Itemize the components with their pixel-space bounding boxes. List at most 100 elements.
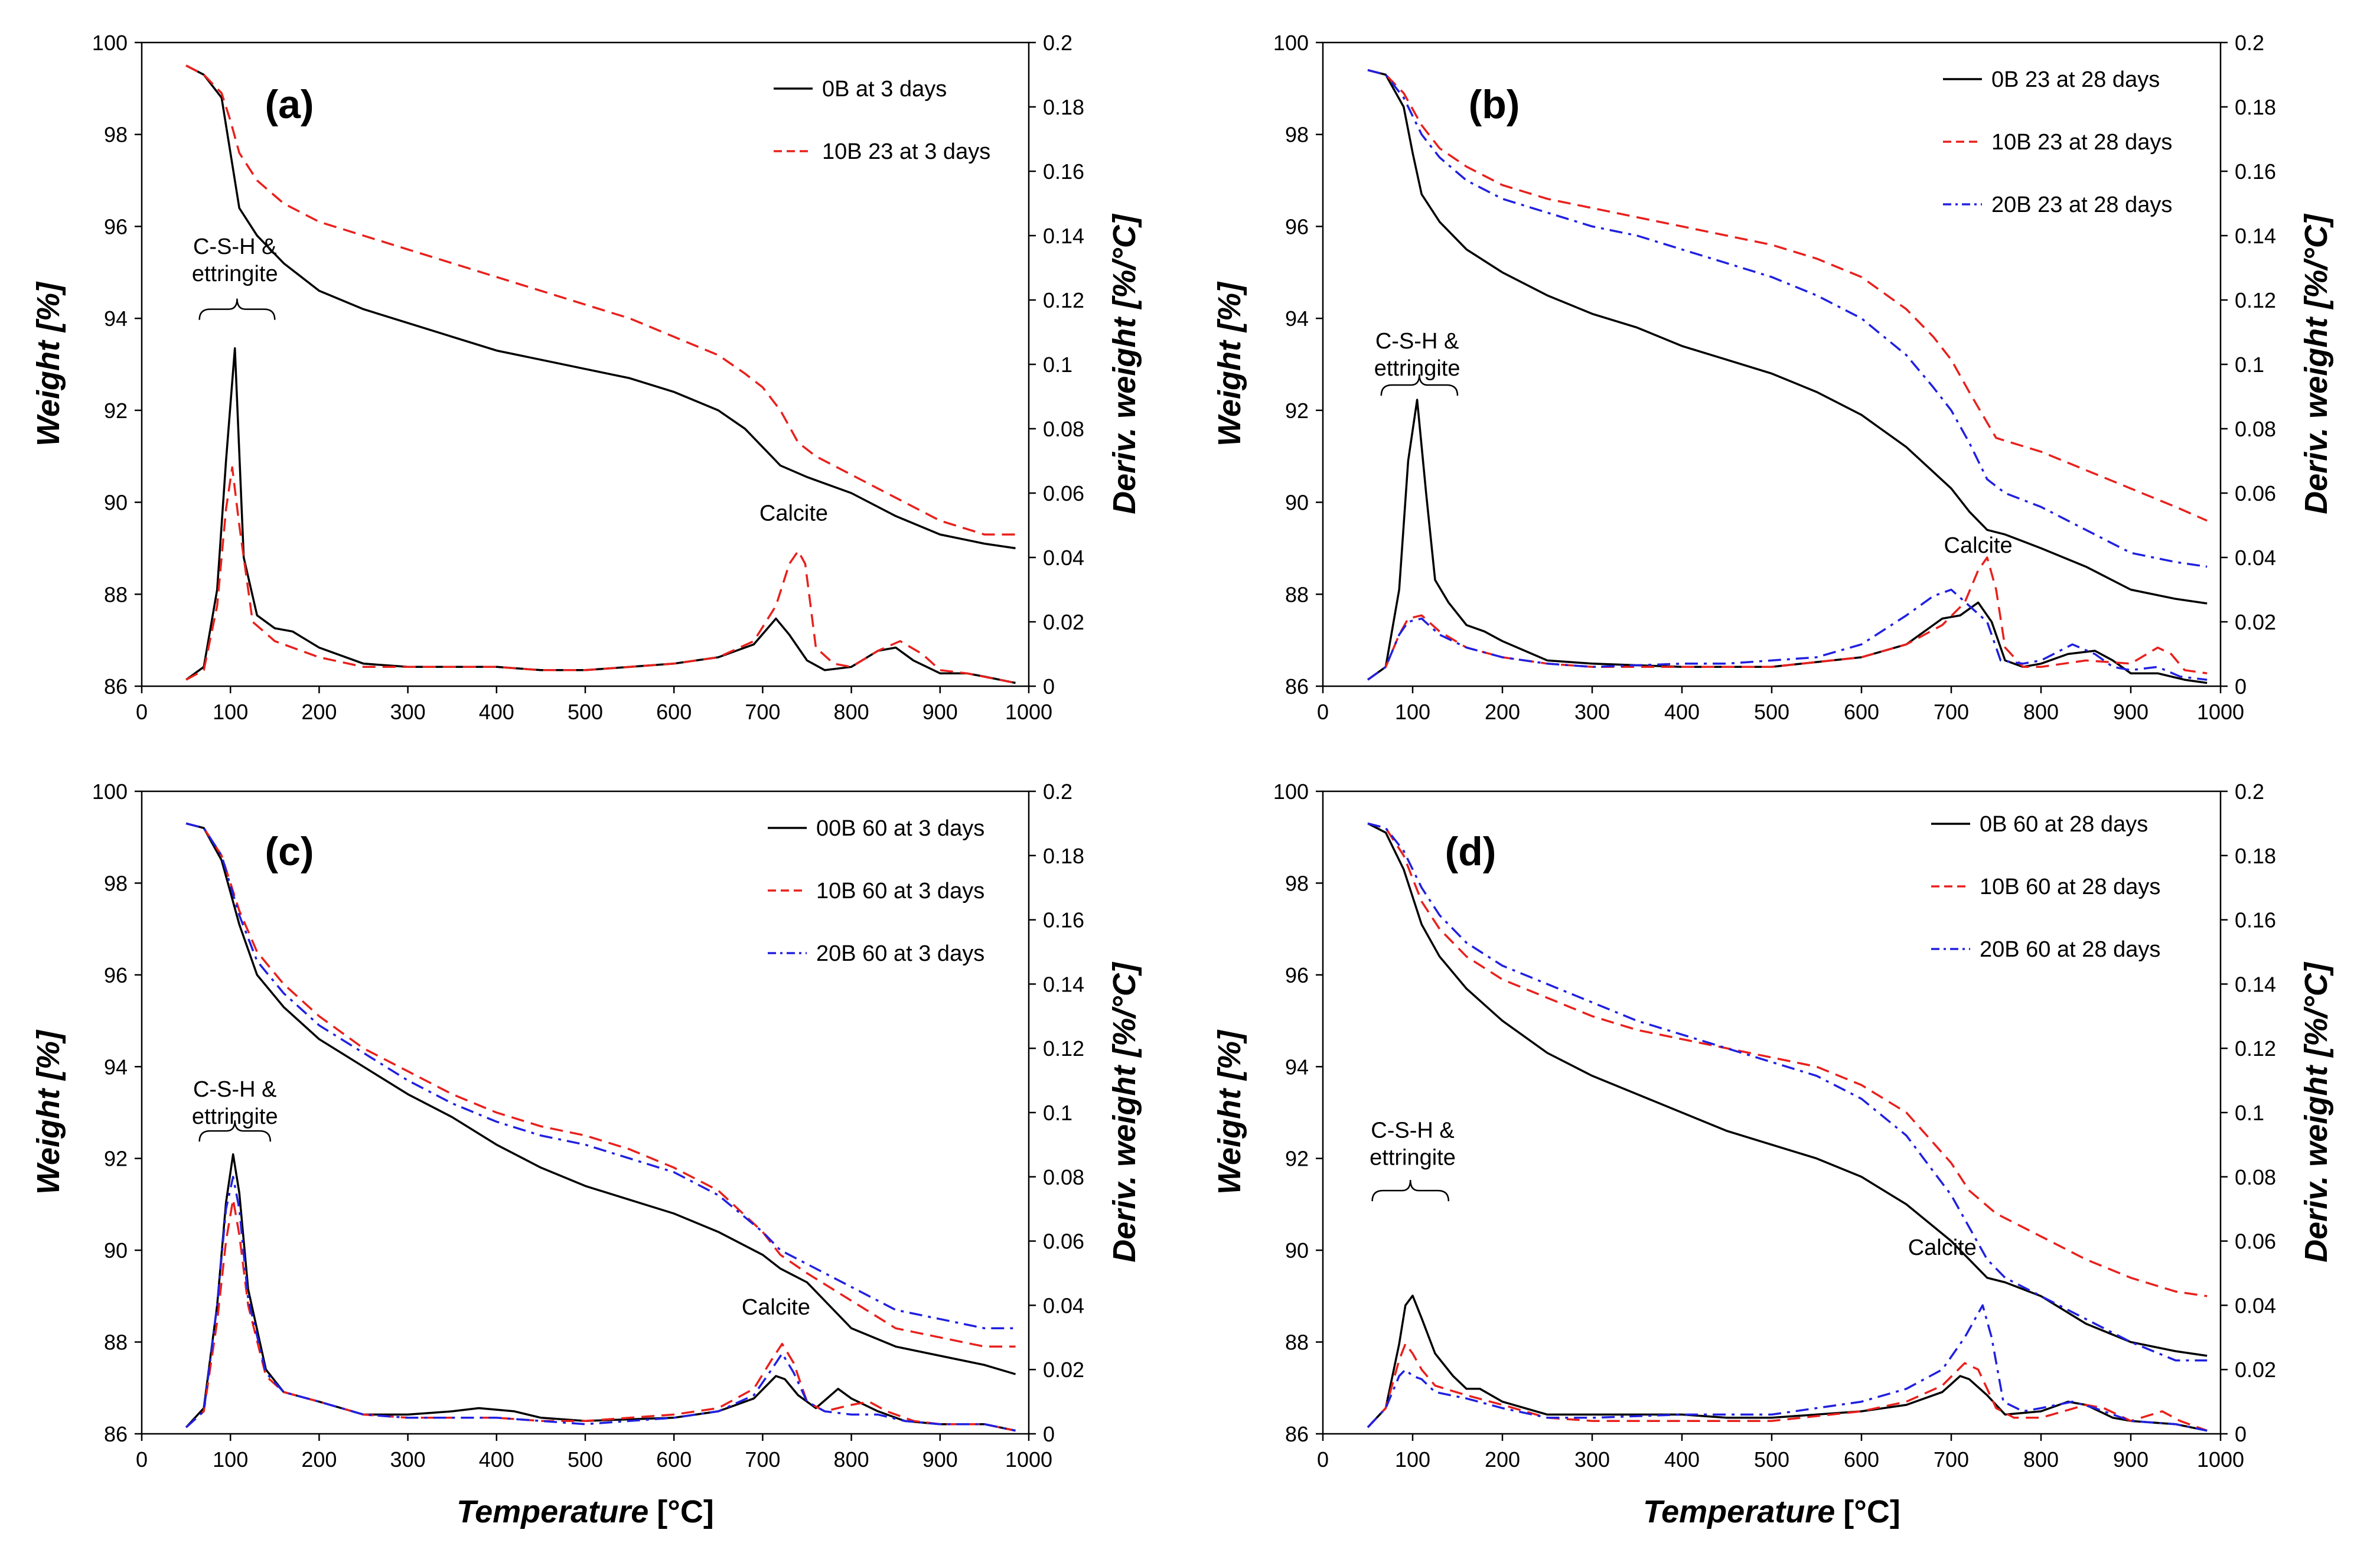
legend-label: 20B 60 at 28 days [1980, 937, 2160, 962]
x-tick-label: 400 [479, 1447, 514, 1472]
panel-label: (b) [1469, 82, 1520, 127]
x-tick-label: 1000 [1005, 700, 1052, 724]
annotation-calcite: Calcite [1908, 1235, 1977, 1260]
y-right-tick-label: 0.06 [2235, 1229, 2276, 1254]
csh-bracket [1371, 1180, 1450, 1202]
weight-line-0b-23-at-28-days [1367, 69, 2208, 605]
y-right-tick-label: 0.06 [1043, 1229, 1084, 1254]
y-right-tick-label: 0.18 [1043, 95, 1084, 119]
legend-label: 10B 23 at 28 days [1991, 130, 2172, 155]
y-right-tick-label: 0 [2235, 674, 2247, 699]
y-left-axis-title: Weight [%] [31, 1029, 66, 1195]
y-right-tick-label: 0.12 [2235, 288, 2276, 312]
x-tick-label: 600 [1844, 1447, 1879, 1472]
chart-panel-d: 0 100 200 300 400 500 600 700 800 900 100086889092… [1212, 780, 2334, 1472]
x-tick-label: 200 [301, 700, 337, 724]
x-tick-label: 900 [2113, 1447, 2148, 1472]
y-left-tick-label: 94 [1285, 306, 1309, 331]
y-right-tick-label: 0.04 [1043, 546, 1084, 570]
y-right-tick-label: 0.1 [2235, 353, 2264, 377]
y-right-tick-label: 0.02 [1043, 1358, 1084, 1382]
x-tick-label: 200 [301, 1447, 337, 1472]
x-tick-label: 700 [745, 1447, 780, 1472]
y-right-tick-label: 0 [1043, 674, 1055, 699]
y-left-tick-label: 100 [1273, 31, 1309, 55]
annotation-calcite: Calcite [759, 501, 828, 526]
x-tick-label: 600 [656, 700, 692, 724]
x-tick-label: 800 [834, 1447, 869, 1472]
annotation-ettringite: ettringite [192, 262, 278, 286]
x-tick-label: 700 [745, 700, 780, 724]
x-tick-label: 600 [1844, 700, 1879, 724]
x-axis-title: Temperature [°C] [457, 1494, 714, 1529]
y-left-tick-label: 94 [104, 1055, 128, 1079]
legend-label: 10B 60 at 3 days [816, 879, 984, 904]
weight-line-0b-60-at-28-days [1367, 822, 2208, 1357]
y-right-tick-label: 0.06 [2235, 481, 2276, 505]
y-left-tick-label: 94 [1285, 1055, 1309, 1079]
x-axis-title: Temperature [°C] [1643, 1494, 1900, 1529]
x-tick-label: 900 [922, 700, 958, 724]
y-right-tick-label: 0.02 [2235, 1358, 2276, 1382]
x-axis-title-main: Temperature [457, 1494, 648, 1529]
chart-panel-a: 0 100 200 300 400 500 600 700 800 900 100086889092… [31, 31, 1142, 724]
y-right-tick-label: 0.04 [2235, 1293, 2276, 1317]
x-tick-label: 900 [2113, 700, 2148, 724]
x-tick-label: 100 [213, 1447, 248, 1472]
weight-line-10b-60-at-28-days [1367, 822, 2208, 1297]
y-right-tick-label: 0.2 [1043, 780, 1072, 804]
x-tick-label: 0 [1317, 1447, 1329, 1472]
csh-bracket [1380, 374, 1459, 396]
annotation-csh: C-S-H & [193, 234, 276, 259]
y-left-tick-label: 88 [1285, 1330, 1309, 1355]
y-left-tick-label: 86 [104, 1422, 128, 1446]
x-tick-label: 200 [1485, 700, 1520, 724]
deriv-line-0b-60-at-28-days [1367, 1294, 2208, 1432]
x-tick-label: 500 [568, 700, 603, 724]
x-tick-label: 400 [479, 700, 514, 724]
x-tick-label: 500 [1754, 1447, 1789, 1472]
y-left-tick-label: 88 [104, 1330, 128, 1355]
y-right-tick-label: 0.12 [1043, 288, 1084, 312]
y-left-axis-title: Weight [%] [1212, 281, 1247, 446]
annotation-ettringite: ettringite [1370, 1146, 1456, 1170]
x-tick-label: 500 [568, 1447, 603, 1472]
x-tick-label: 0 [136, 700, 148, 724]
y-right-tick-label: 0.14 [2235, 972, 2276, 996]
y-right-tick-label: 0.02 [2235, 610, 2276, 634]
y-left-tick-label: 92 [104, 1147, 128, 1171]
y-right-tick-label: 0.14 [1043, 972, 1084, 996]
y-left-tick-label: 90 [1285, 1238, 1309, 1263]
legend-label: 0B 60 at 28 days [1980, 812, 2148, 837]
panel-label: (a) [265, 82, 314, 127]
deriv-line-10b-23-at-3-days [185, 466, 1016, 684]
x-tick-label: 600 [656, 1447, 692, 1472]
weight-line-00b-60-at-3-days [185, 822, 1016, 1375]
y-left-tick-label: 98 [1285, 123, 1309, 147]
y-left-tick-label: 100 [92, 31, 128, 55]
y-right-axis-title: Deriv. weight [%/°C] [2299, 961, 2334, 1263]
x-tick-label: 100 [213, 700, 248, 724]
y-right-tick-label: 0.18 [1043, 844, 1084, 868]
x-tick-label: 800 [2023, 700, 2059, 724]
csh-bracket [198, 298, 276, 320]
weight-line-20b-23-at-28-days [1367, 69, 2208, 568]
x-tick-label: 700 [1934, 700, 1969, 724]
annotation-csh: C-S-H & [1375, 329, 1459, 354]
x-tick-label: 100 [1395, 1447, 1430, 1472]
y-right-axis-title: Deriv. weight [%/°C] [1107, 213, 1142, 514]
csh-bracket [198, 1120, 272, 1142]
x-tick-label: 300 [390, 700, 426, 724]
y-right-tick-label: 0.2 [2235, 780, 2264, 804]
y-right-tick-label: 0.08 [1043, 1165, 1084, 1189]
y-right-tick-label: 0.04 [2235, 546, 2276, 570]
y-left-tick-label: 86 [1285, 1422, 1309, 1446]
deriv-line-00b-60-at-3-days [185, 1153, 1016, 1432]
x-axis-title-main: Temperature [1643, 1494, 1835, 1529]
y-left-axis-title: Weight [%] [1212, 1029, 1247, 1195]
legend-label: 10B 60 at 28 days [1980, 875, 2160, 899]
legend-label: 0B at 3 days [822, 77, 947, 102]
x-tick-label: 700 [1934, 1447, 1969, 1472]
weight-line-10b-23-at-28-days [1367, 69, 2208, 522]
chart-panel-b: 0 100 200 300 400 500 600 700 800 900 100086889092… [1212, 31, 2334, 724]
